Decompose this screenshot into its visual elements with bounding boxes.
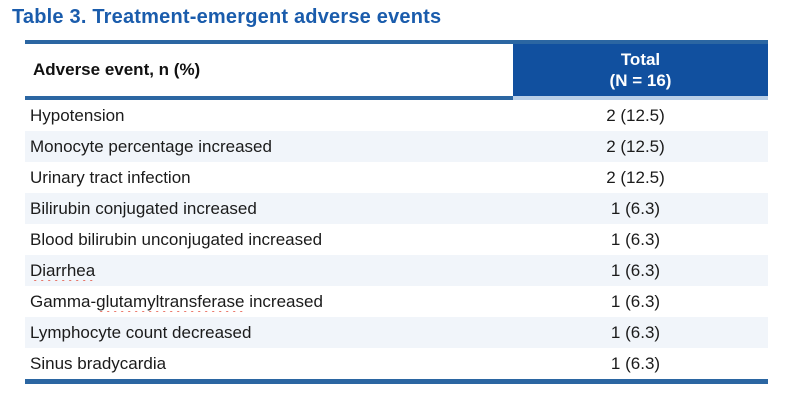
event-text: Urinary tract infection (30, 167, 191, 187)
table-row: Hypotension 2 (12.5) (25, 100, 768, 131)
misspelled-word: glutamyltransferase (96, 291, 245, 311)
event-text: Monocyte percentage increased (30, 136, 272, 156)
adverse-event-cell: Monocyte percentage increased (25, 137, 513, 157)
table-row: Urinary tract infection 2 (12.5) (25, 162, 768, 193)
event-text: increased (244, 291, 323, 311)
header-cell-total: Total (N = 16) (513, 44, 768, 100)
adverse-event-cell: Sinus bradycardia (25, 354, 513, 374)
table-row: Bilirubin conjugated increased 1 (6.3) (25, 193, 768, 224)
event-text: Blood bilirubin unconjugated increased (30, 229, 323, 249)
header-total-line1: Total (620, 50, 661, 69)
adverse-event-cell: Hypotension (25, 106, 513, 126)
value-cell: 1 (6.3) (610, 229, 661, 249)
table-row: Gamma-glutamyltransferase increased 1 (6.… (25, 286, 768, 317)
table-header-row: Adverse event, n (%) Total (N = 16) (25, 44, 768, 100)
adverse-event-cell: Diarrhea (25, 261, 513, 281)
header-total-line2: (N = 16) (609, 71, 672, 90)
value-cell: 2 (12.5) (606, 136, 665, 156)
event-text: Sinus bradycardia (30, 353, 167, 373)
adverse-event-cell: Lymphocyte count decreased (25, 323, 513, 343)
adverse-event-cell: Urinary tract infection (25, 168, 513, 188)
value-cell: 1 (6.3) (610, 322, 661, 342)
table-body: Hypotension 2 (12.5) Monocyte percentage i… (25, 100, 768, 379)
value-cell: 2 (12.5) (606, 167, 665, 187)
adverse-event-cell: Bilirubin conjugated increased (25, 199, 513, 219)
misspelled-word: Diarrhea (30, 260, 96, 280)
adverse-events-table: Adverse event, n (%) Total (N = 16) Hypo… (25, 40, 768, 384)
event-text: Bilirubin conjugated increased (30, 198, 257, 218)
event-text: Gamma- (30, 291, 97, 311)
value-cell: 1 (6.3) (610, 291, 661, 311)
value-cell: 2 (12.5) (606, 105, 665, 125)
table-row: Sinus bradycardia 1 (6.3) (25, 348, 768, 379)
adverse-event-cell: Gamma-glutamyltransferase increased (25, 292, 513, 312)
event-text: Hypotension (30, 105, 125, 125)
table-row: Blood bilirubin unconjugated increased 1 … (25, 224, 768, 255)
header-cell-adverse-event: Adverse event, n (%) (25, 44, 513, 100)
table-title: Table 3. Treatment-emergent adverse even… (12, 6, 442, 28)
event-text: Lymphocyte count decreased (30, 322, 252, 342)
value-cell: 1 (6.3) (610, 198, 661, 218)
table-row: Monocyte percentage increased 2 (12.5) (25, 131, 768, 162)
table-row: Lymphocyte count decreased 1 (6.3) (25, 317, 768, 348)
value-cell: 1 (6.3) (610, 353, 661, 373)
table-row: Diarrhea 1 (6.3) (25, 255, 768, 286)
value-cell: 1 (6.3) (610, 260, 661, 280)
adverse-event-cell: Blood bilirubin unconjugated increased (25, 230, 513, 250)
